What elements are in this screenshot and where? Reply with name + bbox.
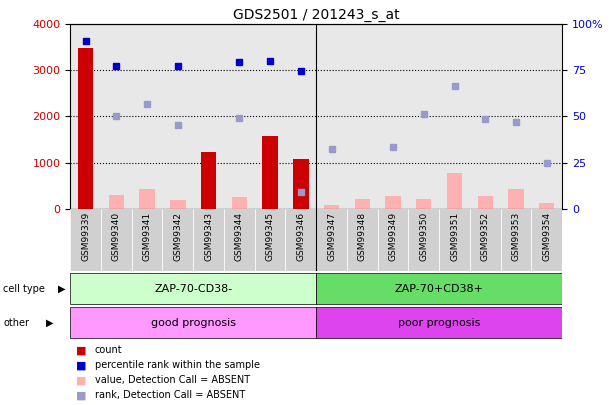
Bar	[293, 159, 309, 209]
Text: GSM99348: GSM99348	[358, 212, 367, 261]
Bar	[500, 209, 532, 271]
Text: ▶: ▶	[46, 318, 53, 328]
Bar	[532, 209, 562, 271]
Text: other: other	[3, 318, 29, 328]
Text: GSM99349: GSM99349	[389, 212, 398, 261]
Text: GSM99343: GSM99343	[204, 212, 213, 261]
Text: ■: ■	[76, 375, 87, 385]
Text: cell type: cell type	[3, 284, 45, 294]
Bar	[285, 209, 316, 271]
Bar	[101, 209, 132, 271]
Title: GDS2501 / 201243_s_at: GDS2501 / 201243_s_at	[233, 8, 400, 22]
Text: ■: ■	[76, 390, 87, 400]
Text: GSM99350: GSM99350	[419, 212, 428, 261]
Bar	[78, 48, 93, 209]
Bar	[224, 209, 255, 271]
Bar	[508, 189, 524, 209]
Text: GSM99354: GSM99354	[542, 212, 551, 261]
Text: ZAP-70-CD38-: ZAP-70-CD38-	[154, 284, 232, 294]
Bar	[232, 197, 247, 209]
Text: GSM99347: GSM99347	[327, 212, 336, 261]
Bar	[324, 205, 339, 209]
Bar	[70, 273, 316, 304]
Text: GSM99341: GSM99341	[142, 212, 152, 261]
Text: ZAP-70+CD38+: ZAP-70+CD38+	[395, 284, 484, 294]
Text: ■: ■	[76, 360, 87, 370]
Bar	[354, 199, 370, 209]
Text: percentile rank within the sample: percentile rank within the sample	[95, 360, 260, 370]
Bar	[539, 203, 554, 209]
Text: count: count	[95, 345, 122, 355]
Text: GSM99345: GSM99345	[266, 212, 274, 261]
Bar	[470, 209, 500, 271]
Text: GSM99340: GSM99340	[112, 212, 121, 261]
Bar	[316, 307, 562, 339]
Bar	[478, 196, 493, 209]
Bar	[193, 209, 224, 271]
Text: GSM99351: GSM99351	[450, 212, 459, 261]
Text: GSM99353: GSM99353	[511, 212, 521, 261]
Bar	[262, 136, 278, 209]
Bar	[347, 209, 378, 271]
Bar	[386, 196, 401, 209]
Text: ■: ■	[76, 345, 87, 355]
Bar	[163, 209, 193, 271]
Bar	[109, 195, 124, 209]
Text: poor prognosis: poor prognosis	[398, 318, 480, 328]
Bar	[316, 209, 347, 271]
Bar	[255, 209, 285, 271]
Text: ▶: ▶	[58, 284, 65, 294]
Bar	[70, 307, 316, 339]
Bar	[408, 209, 439, 271]
Bar	[447, 173, 462, 209]
Bar	[201, 152, 216, 209]
Bar	[132, 209, 163, 271]
Text: good prognosis: good prognosis	[151, 318, 236, 328]
Text: GSM99346: GSM99346	[296, 212, 306, 261]
Text: GSM99339: GSM99339	[81, 212, 90, 261]
Bar	[139, 189, 155, 209]
Text: GSM99344: GSM99344	[235, 212, 244, 261]
Bar	[378, 209, 408, 271]
Bar	[316, 273, 562, 304]
Text: rank, Detection Call = ABSENT: rank, Detection Call = ABSENT	[95, 390, 245, 400]
Bar	[416, 199, 431, 209]
Text: GSM99342: GSM99342	[174, 212, 182, 261]
Bar	[439, 209, 470, 271]
Bar	[170, 200, 186, 209]
Bar	[70, 209, 101, 271]
Text: value, Detection Call = ABSENT: value, Detection Call = ABSENT	[95, 375, 250, 385]
Text: GSM99352: GSM99352	[481, 212, 490, 261]
